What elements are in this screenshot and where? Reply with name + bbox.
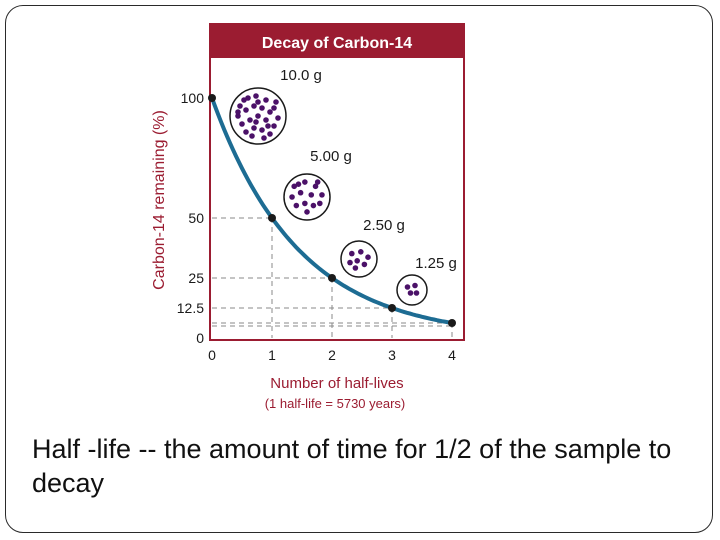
atom-dot [319,192,325,198]
mass-label: 10.0 g [280,67,322,84]
y-tick-label: 25 [188,270,204,286]
atom-dot [243,129,249,135]
atom-dot [293,202,300,209]
x-tick-labels: 0 1 2 3 4 [208,347,456,363]
atom-dot [308,192,315,198]
atom-dot [251,125,257,131]
atom-dot [265,123,271,129]
atom-dot [289,194,295,200]
atom-dot [253,93,259,99]
mass-label: 5.00 g [310,148,352,165]
data-point [388,304,396,312]
y-tick-label: 0 [196,330,204,346]
atom-dot [365,254,371,260]
atom-dot [310,202,317,209]
atom-dot [251,103,257,109]
atom-dot [239,121,245,127]
data-point [328,274,336,282]
x-tick-label: 2 [328,347,336,363]
x-axis-label: Number of half-lives [270,375,403,392]
atom-dot [349,250,355,257]
atom-dot [302,200,308,207]
atom-dot [235,109,241,115]
x-tick-label: 3 [388,347,396,363]
atom-dot [263,117,269,123]
atom-dot [267,109,273,115]
atom-dot [358,249,364,255]
atom-dot [295,181,302,187]
atom-dot [317,200,323,207]
sample-circle [396,274,428,306]
atom-dot [263,97,269,103]
atom-dot [352,265,359,271]
atom-dot [255,99,261,105]
atom-dot [297,189,304,196]
chart-title: Decay of Carbon-14 [262,35,412,52]
atom-dot [404,284,411,290]
atom-dot [275,115,281,121]
atom-dot [354,258,361,264]
atom-dot [259,127,265,133]
y-tick-labels: 0 12.5 25 50 100 [177,90,204,346]
atom-dot [253,119,259,125]
atom-dot [249,133,255,139]
x-tick-label: 0 [208,347,216,363]
data-point [268,214,276,222]
slide-frame [5,5,713,533]
y-tick-label: 100 [181,90,205,106]
atom-dot [361,261,368,268]
y-tick-label: 50 [188,210,204,226]
atom-dot [273,99,279,105]
mass-label: 1.25 g [415,255,457,272]
atom-dot [243,107,249,113]
atom-dot [347,259,353,266]
chart-title-bar [210,24,464,58]
data-point [208,94,216,102]
x-tick-label: 4 [448,347,456,363]
atom-dot [237,103,243,109]
mass-label: 2.50 g [363,217,405,234]
x-tick-label: 1 [268,347,276,363]
atom-dot [302,179,308,185]
y-tick-label: 12.5 [177,300,204,316]
atom-dot [241,97,247,103]
atom-dot [259,105,265,111]
atom-dot [255,113,261,119]
atom-dot [271,123,277,129]
atom-dot [413,290,420,296]
atom-dot [314,179,321,185]
atom-dot [291,183,297,190]
caption-text: Half -life -- the amount of time for 1/2… [32,434,672,498]
data-point [448,319,456,327]
x-axis-note: (1 half-life = 5730 years) [265,396,406,411]
atom-dot [261,135,267,141]
atom-dot [247,117,253,123]
atom-dot [271,105,277,111]
atom-dot [407,290,414,296]
data-points [208,94,456,327]
atom-dot [304,209,310,215]
atom-dot [267,131,273,137]
guide-lines [212,217,453,338]
atom-dot [312,183,319,190]
sample-circles: 10.0 g 5.00 g 2.50 g 1.25 g [229,67,457,306]
atom-dot [235,113,241,119]
y-axis-label: Carbon-14 remaining (%) [151,110,168,290]
atom-dot [412,282,418,289]
